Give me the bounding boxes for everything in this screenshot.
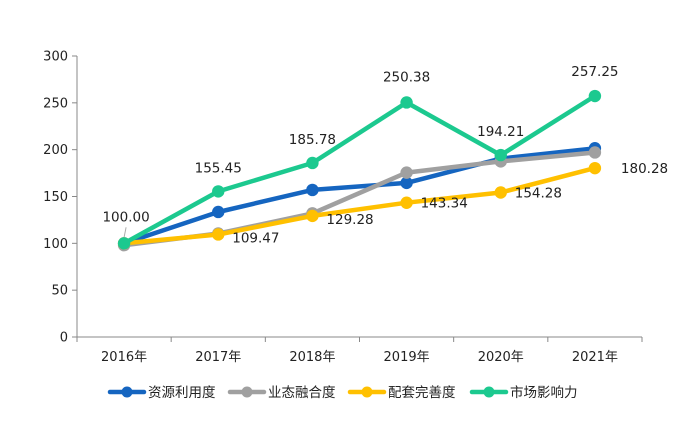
y-tick-label: 0	[60, 331, 68, 346]
data-label: 185.78	[289, 132, 336, 148]
data-point	[400, 96, 413, 109]
data-point	[494, 186, 507, 199]
series-line-3	[121, 93, 598, 246]
data-label: 257.25	[571, 64, 618, 80]
axes: 0 50 100 150 200 250 300 2016年 2017年 2018年 2019年 20…	[43, 50, 643, 365]
data-point	[117, 237, 131, 250]
data-label: 155.45	[195, 160, 242, 176]
data-point	[494, 148, 507, 162]
series-line-0	[121, 146, 598, 246]
data-point	[588, 161, 602, 175]
data-point	[588, 146, 602, 159]
x-tick-label: 2021年	[572, 350, 618, 365]
data-point	[588, 89, 602, 103]
x-tick-label: 2017年	[195, 350, 241, 365]
y-tick-label: 250	[43, 96, 68, 111]
y-tick-label: 300	[43, 50, 68, 65]
y-tick-label: 200	[43, 143, 68, 158]
legend-marker	[483, 386, 495, 398]
data-point	[212, 205, 225, 219]
data-point	[306, 156, 319, 170]
x-tick-label: 2020年	[478, 350, 524, 365]
legend-label: 资源利用度	[148, 385, 216, 401]
legend-marker	[121, 386, 133, 398]
data-label: 100.00	[102, 209, 149, 225]
data-point	[400, 196, 413, 209]
data-label: 129.28	[326, 212, 373, 228]
x-tick-label: 2019年	[384, 350, 430, 365]
data-label-leader	[123, 227, 127, 238]
data-label: 180.28	[621, 161, 668, 177]
data-label: 143.34	[421, 196, 468, 212]
y-tick-label: 50	[51, 284, 68, 299]
legend: 资源利用度 业态融合度 配套完善度 市场影响力	[107, 384, 578, 401]
y-tick-label: 100	[43, 237, 68, 252]
data-point	[400, 166, 413, 179]
series-line-2	[121, 165, 598, 246]
data-point	[400, 176, 413, 190]
data-labels: 100.00 109.47 129.28 143.34 154.28 180.28 155.…	[102, 64, 668, 246]
y-tick-label: 150	[43, 190, 68, 205]
x-tick-label: 2018年	[289, 350, 335, 365]
data-label: 109.47	[232, 230, 279, 246]
data-point	[212, 228, 225, 241]
data-point	[306, 183, 319, 197]
series-layer	[117, 89, 602, 252]
data-label: 154.28	[515, 185, 562, 201]
data-point	[306, 209, 319, 223]
data-label: 194.21	[477, 124, 524, 140]
legend-marker	[361, 386, 373, 398]
legend-label: 业态融合度	[268, 385, 336, 401]
data-point	[212, 185, 225, 198]
legend-label: 市场影响力	[510, 384, 578, 401]
legend-label: 配套完善度	[388, 385, 456, 401]
legend-marker	[241, 386, 253, 398]
data-label: 250.38	[383, 69, 430, 85]
x-tick-label: 2016年	[101, 350, 147, 365]
